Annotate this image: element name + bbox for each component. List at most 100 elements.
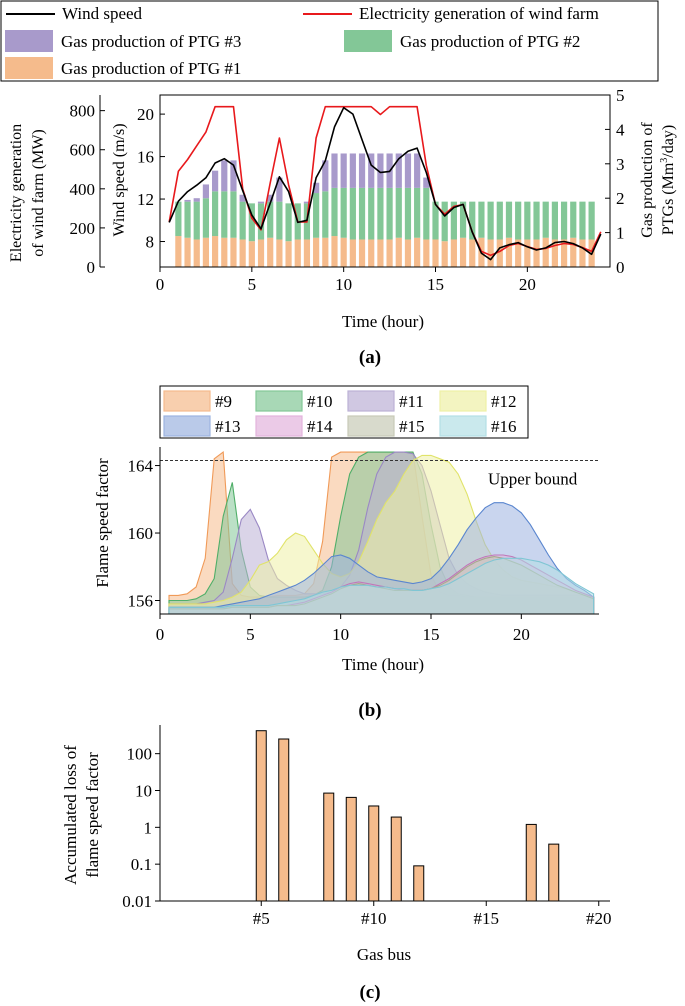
legend-swatch-12 [439,390,487,412]
bar-ptg2-35 [496,201,503,240]
bar-ptg2-15 [313,193,320,238]
bar-ptg1-40 [542,237,549,267]
legend-label-9: #9 [215,392,232,411]
bar-ptg1-14 [303,239,311,267]
bar-ptg1-2 [193,239,200,267]
bar-ptg1-11 [276,239,283,267]
y-tick-label-164: 164 [128,457,154,476]
wind-tick-label-12: 12 [137,190,154,209]
bar-ptg1-37 [515,239,522,267]
panel-a-ylabel-outer-line1: Electricity generation [8,124,25,262]
bar-ptg1-5 [221,237,228,267]
x-tick-label-0: 0 [156,625,165,644]
bar-ptg2-38 [524,201,531,240]
bar-ptg3-1 [184,199,191,202]
bar-ptg2-42 [560,201,568,240]
bar-bus-12 [413,865,425,902]
legend-label-gas-production-of-ptg-1: Gas production of PTG #1 [61,59,241,78]
bar-ptg3-9 [257,201,265,204]
bar-ptg1-26 [414,237,421,267]
area-series-16 [168,557,595,615]
bar-ptg3-14 [303,201,311,204]
bar-ptg3-6 [230,160,237,192]
bar-ptg1-44 [579,239,586,267]
panel-a-xlabel: Time (hour) [342,312,424,331]
power-tick-label-800: 800 [70,102,96,121]
panel-a-ylabel-right-line2: PTGs (Mm3/day) [659,125,677,235]
panel-a-ylabel-inner: Wind speed (m/s) [111,123,128,236]
bar-ptg2-10 [267,201,274,238]
bar-ptg2-16 [322,191,329,238]
bar-ptg2-5 [221,191,228,238]
bar-ptg3-5 [221,160,228,192]
bar-ptg1-25 [404,239,412,267]
bar-ptg3-26 [414,153,421,188]
bar-bus-6 [278,738,290,902]
power-tick-label-600: 600 [70,141,96,160]
legend-label-14: #14 [307,417,333,436]
bar-ptg2-43 [570,201,577,238]
x-tick-label-15: 15 [422,625,439,644]
panel-c-ylabel-line2: flame speed factor [83,752,102,878]
bar-ptg2-0 [175,201,182,237]
legend-label-electricity-generation-of-wind-farm: Electricity generation of wind farm [359,4,599,23]
bar-ptg2-3 [202,198,210,238]
bar-ptg1-23 [386,239,393,267]
y-tick-label-4: 100 [127,745,153,764]
gas-tick-label-2: 2 [616,189,625,208]
bar-ptg1-28 [432,239,439,267]
bar-ptg1-34 [487,239,494,267]
panel-a-caption: (a) [359,347,381,368]
bar-ptg2-20 [358,187,366,240]
bar-ptg1-9 [257,239,265,267]
panel-a-frame [159,94,611,268]
panel-b-caption: (b) [358,700,381,721]
bar-ptg1-38 [524,239,531,267]
bar-bus-9 [345,796,357,902]
legend-swatch-13 [163,415,211,437]
panel-c-caption: (c) [359,982,380,1003]
bar-ptg2-41 [551,201,558,240]
y-tick-label-0: 0.01 [122,892,152,911]
legend-swatch-14 [255,415,303,437]
bar-ptg1-7 [239,239,246,267]
bar-ptg3-19 [349,153,356,188]
bar-ptg1-18 [340,237,347,267]
bar-ptg1-30 [450,239,457,267]
bar-ptg3-20 [358,153,366,188]
gas-tick-label-5: 5 [616,86,625,105]
x-tick-label-20: 20 [513,625,530,644]
gas-tick-label-3: 3 [616,155,625,174]
legend-label-11: #11 [399,392,424,411]
bar-ptg1-31 [459,237,467,267]
bar-bus-8 [323,792,335,902]
bar-ptg3-11 [276,177,283,202]
bar-ptg1-20 [358,239,366,267]
bar-ptg2-44 [579,201,586,240]
bar-ptg1-15 [313,237,320,267]
panel-b-ylabel: Flame speed factor [93,458,112,588]
y-tick-label-1: 0.1 [131,855,152,874]
ylabel-right-part1: PTGs (Mm [660,162,677,235]
x-tick-label-5: 5 [246,625,255,644]
bar-ptg1-35 [496,239,503,267]
bar-ptg2-22 [377,187,384,240]
bar-ptg2-37 [515,201,522,240]
legend-label-16: #16 [491,417,517,436]
legend-swatch-16 [439,415,487,437]
legend-label-10: #10 [307,392,333,411]
bar-bus-11 [390,816,402,902]
power-tick-label-400: 400 [70,180,96,199]
panel-c-xlabel: Gas bus [357,945,411,964]
legend-label-gas-production-of-ptg-2: Gas production of PTG #2 [400,32,580,51]
panel-b-plot: Upper bound 0 5 10 15 20 156 160 164 [128,447,599,644]
x-tick-label-20: 20 [519,275,536,294]
bar-ptg3-24 [395,153,402,188]
legend-swatch-gas-production-of-ptg-2 [344,30,392,52]
gas-tick-label-1: 1 [616,224,625,243]
panel-c: 0.01 0.1 1 10 100 #5 #10 #15 #20 Accumulated los… [61,725,612,1003]
x-tick-label-20: #20 [586,909,612,928]
bar-ptg2-21 [368,187,375,240]
wind-tick-label-8: 8 [146,233,155,252]
